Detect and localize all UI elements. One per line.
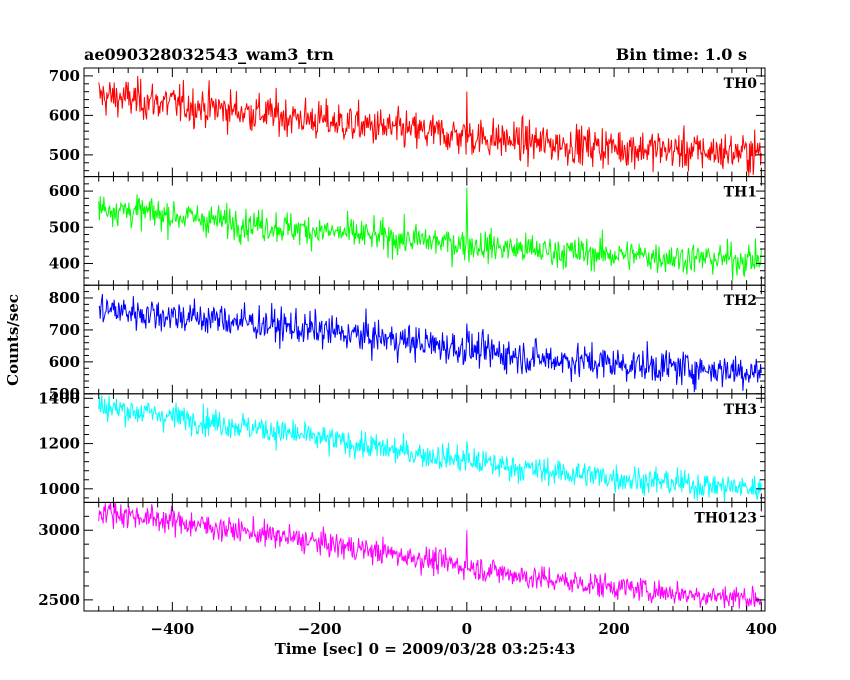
panel-frame-th1	[83, 176, 766, 286]
chart-title: ae090328032543_wam3_trn	[84, 45, 334, 64]
x-tick-label: 400	[746, 620, 777, 638]
panels-group: 500 600 700 TH0 400 500 600 TH1 500 600 700 800 TH2 1…	[38, 67, 777, 638]
panel-frame-th2	[83, 284, 766, 395]
y-tick-label: 800	[49, 289, 80, 307]
series-line-th0	[98, 75, 762, 177]
bin-time-label: Bin time: 1.0 s	[616, 45, 747, 64]
panel-label-th3: TH3	[724, 402, 757, 418]
y-tick-label: 1400	[38, 389, 80, 407]
panel-label-th1: TH1	[724, 185, 757, 201]
series-line-th3	[98, 395, 762, 502]
series-line-th0123	[98, 502, 762, 610]
y-tick-label: 600	[49, 106, 80, 124]
y-tick-label: 700	[49, 67, 80, 85]
y-tick-label: 700	[49, 321, 80, 339]
y-tick-label: 600	[49, 353, 80, 371]
y-tick-label: 1200	[38, 435, 80, 453]
panel-frame-th3	[83, 393, 766, 503]
x-tick-label: 200	[598, 620, 629, 638]
x-tick-label: −200	[298, 620, 342, 638]
panel-label-th0: TH0	[724, 76, 758, 92]
x-axis-label: Time [sec] 0 = 2009/03/28 03:25:43	[275, 640, 576, 658]
x-tick-label: 0	[462, 620, 472, 638]
y-tick-label: 500	[49, 146, 80, 164]
panel-frame-th0123	[83, 501, 766, 612]
y-tick-label: 500	[49, 385, 80, 403]
y-tick-label: 600	[49, 182, 80, 200]
y-tick-label: 1000	[38, 480, 80, 498]
panel-label-th0123: TH0123	[694, 510, 757, 526]
panel-label-th2: TH2	[724, 293, 757, 309]
x-tick-label: −400	[150, 620, 194, 638]
y-tick-label: 500	[49, 218, 80, 236]
y-tick-label: 3000	[38, 521, 80, 539]
series-line-th2	[98, 293, 762, 393]
y-axis-label: Counts/sec	[4, 294, 22, 386]
y-tick-label: 2500	[38, 591, 80, 609]
y-tick-label: 400	[49, 254, 80, 272]
series-line-th1	[98, 187, 762, 281]
